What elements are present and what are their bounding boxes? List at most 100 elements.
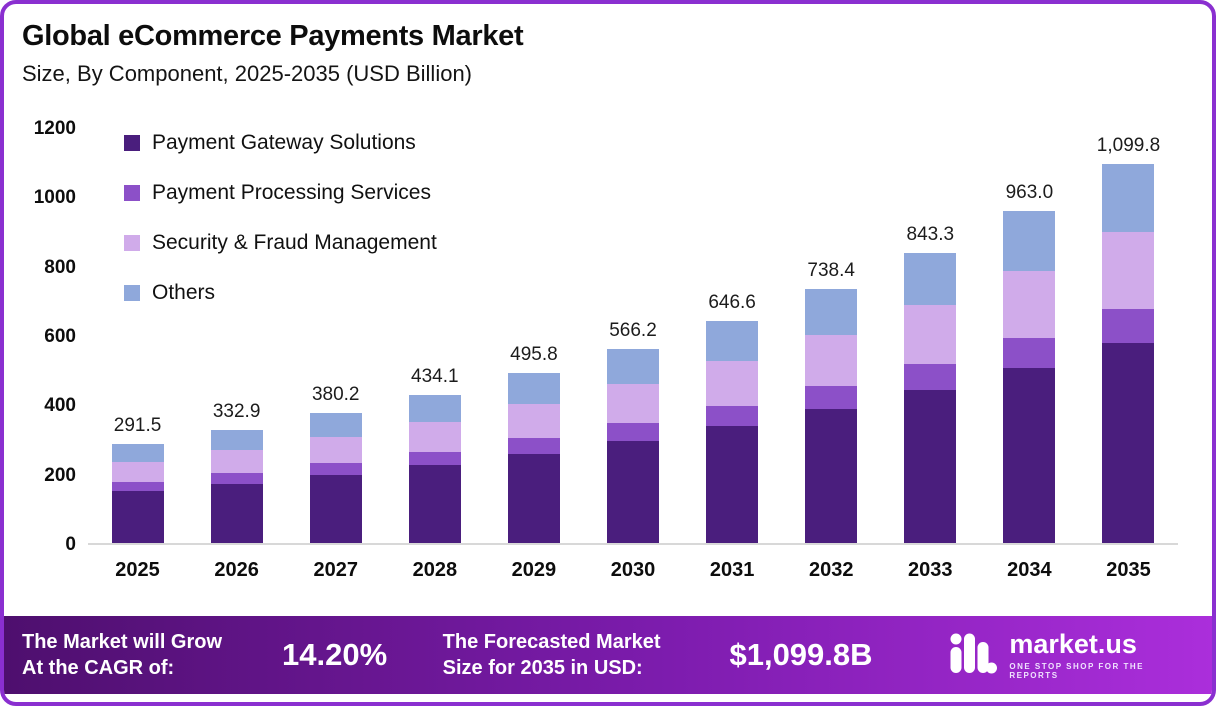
- bar-segment-others: [805, 289, 858, 336]
- bar-total-label: 380.2: [311, 384, 360, 406]
- chart-subtitle: Size, By Component, 2025-2035 (USD Billi…: [22, 61, 473, 86]
- bar-stack: [309, 413, 362, 545]
- y-tick-label: 400: [44, 395, 76, 417]
- bar-total-label: 1,099.8: [1096, 134, 1161, 156]
- bar-stack: [507, 373, 560, 545]
- bar-segment-payment-gateway-solutions: [210, 483, 263, 545]
- bar-column-2026: 332.9: [187, 129, 286, 545]
- cagr-label-line2: At the CAGR of:: [22, 657, 175, 679]
- legend-swatch: [124, 235, 140, 251]
- bar-stack: [1102, 163, 1155, 545]
- bar-column-2027: 380.2: [286, 129, 385, 545]
- bar-column-2034: 963.0: [980, 129, 1079, 545]
- bar-segment-payment-gateway-solutions: [408, 465, 461, 545]
- bar-segment-payment-gateway-solutions: [607, 440, 660, 545]
- bar-segment-others: [210, 429, 263, 451]
- x-axis-label: 2035: [1106, 559, 1151, 581]
- bar-column-2032: 738.4: [782, 129, 881, 545]
- bar-segment-payment-processing-services: [111, 482, 164, 492]
- bar-segment-payment-processing-services: [805, 386, 858, 410]
- bar-segment-security-fraud-management: [210, 450, 263, 474]
- bar-segment-payment-gateway-solutions: [805, 409, 858, 545]
- cagr-value: 14.20%: [282, 637, 388, 672]
- bar-segment-others: [706, 320, 759, 362]
- bar-segment-payment-processing-services: [210, 473, 263, 484]
- forecast-label-line2: Size for 2035 in USD:: [442, 657, 643, 679]
- x-axis-label: 2029: [511, 559, 557, 581]
- bar-total-label: 291.5: [113, 414, 162, 436]
- forecast-label-line1: The Forecasted Market: [442, 631, 661, 653]
- bar-segment-payment-processing-services: [607, 423, 660, 441]
- bar-segment-payment-processing-services: [1003, 338, 1056, 369]
- cagr-label-line1: The Market will Grow: [22, 631, 223, 653]
- footer-banner: The Market will Grow At the CAGR of: 14.…: [4, 616, 1212, 694]
- bar-column-2035: 1,099.8: [1079, 129, 1178, 545]
- marketus-logo-icon: [949, 632, 998, 679]
- x-axis-label: 2030: [610, 559, 656, 581]
- legend-label: Payment Gateway Solutions: [152, 131, 416, 154]
- bar-segment-payment-gateway-solutions: [309, 475, 362, 545]
- bar-total-label: 566.2: [609, 319, 657, 341]
- bar-total-label: 738.4: [807, 260, 855, 282]
- brand-tagline: ONE STOP SHOP FOR THE REPORTS: [1009, 661, 1144, 680]
- bar-total-label: 646.6: [708, 291, 756, 313]
- bar-segment-security-fraud-management: [309, 436, 362, 464]
- legend-swatch: [124, 185, 140, 201]
- legend-item-others: Others: [124, 281, 437, 305]
- bar-total-label: 843.3: [906, 223, 955, 245]
- bar-segment-security-fraud-management: [1102, 232, 1155, 309]
- bar-stack: [904, 252, 957, 545]
- legend-label: Payment Processing Services: [152, 181, 431, 204]
- bar-segment-payment-processing-services: [904, 363, 957, 391]
- bar-stack: [805, 289, 858, 545]
- legend-item-payment-gateway-solutions: Payment Gateway Solutions: [124, 131, 437, 155]
- x-axis-label: 2025: [115, 559, 160, 581]
- bar-segment-payment-processing-services: [1102, 308, 1155, 343]
- bar-segment-security-fraud-management: [607, 384, 660, 424]
- chart-header: Global eCommerce Payments Market Size, B…: [4, 4, 1212, 87]
- bar-segment-others: [111, 443, 164, 463]
- bar-segment-payment-gateway-solutions: [706, 426, 759, 545]
- bar-segment-others: [309, 413, 362, 437]
- bar-column-2031: 646.6: [683, 129, 782, 545]
- bar-total-label: 495.8: [510, 344, 558, 366]
- bar-column-2028: 434.1: [385, 129, 484, 545]
- bar-segment-security-fraud-management: [1003, 271, 1056, 339]
- bar-segment-security-fraud-management: [408, 421, 461, 452]
- bar-stack: [706, 320, 759, 545]
- legend-label: Security & Fraud Management: [152, 231, 437, 254]
- y-tick-label: 1000: [33, 187, 76, 209]
- bar-column-2025: 291.5: [88, 129, 187, 545]
- brand-name: market.us: [1009, 629, 1137, 660]
- bar-segment-payment-gateway-solutions: [111, 491, 164, 545]
- bars-container: 291.5 332.9 380.2 434.1 495.8 566.2 646.6 738.4…: [88, 129, 1178, 545]
- bar-segment-payment-gateway-solutions: [507, 453, 560, 545]
- x-axis-label: 2028: [412, 559, 458, 581]
- bar-segment-others: [1102, 163, 1155, 233]
- y-tick-label: 800: [44, 256, 76, 278]
- cagr-label: The Market will Grow At the CAGR of:: [22, 629, 282, 681]
- bar-column-2033: 843.3: [881, 129, 980, 545]
- bar-total-label: 963.0: [1005, 182, 1054, 204]
- bar-segment-others: [904, 252, 957, 306]
- x-axis-labels: 2025 2026 2027 2028 2029 2030 2031 2032 2033 2034…: [88, 559, 1178, 582]
- bar-segment-security-fraud-management: [111, 462, 164, 483]
- x-axis-label: 2033: [908, 559, 953, 581]
- legend-label: Others: [152, 281, 216, 304]
- legend-swatch: [124, 135, 140, 151]
- bar-segment-others: [507, 373, 560, 405]
- x-axis-label: 2027: [313, 559, 358, 581]
- bar-segment-security-fraud-management: [805, 335, 858, 387]
- bar-stack: [408, 394, 461, 545]
- bar-segment-others: [607, 348, 660, 385]
- bar-segment-security-fraud-management: [706, 361, 759, 407]
- bar-segment-payment-processing-services: [408, 451, 461, 466]
- bar-stack: [210, 429, 263, 545]
- page-title: Global eCommerce Payments Market: [22, 20, 524, 52]
- legend-item-security-fraud-management: Security & Fraud Management: [124, 231, 437, 255]
- bar-segment-payment-gateway-solutions: [1102, 342, 1155, 545]
- brand-logo: market.us ONE STOP SHOP FOR THE REPORTS: [949, 629, 1186, 680]
- y-axis: 0 200 400 600 800 1000 1200: [4, 118, 88, 555]
- bar-segment-security-fraud-management: [507, 404, 560, 439]
- bar-stack: [607, 348, 660, 545]
